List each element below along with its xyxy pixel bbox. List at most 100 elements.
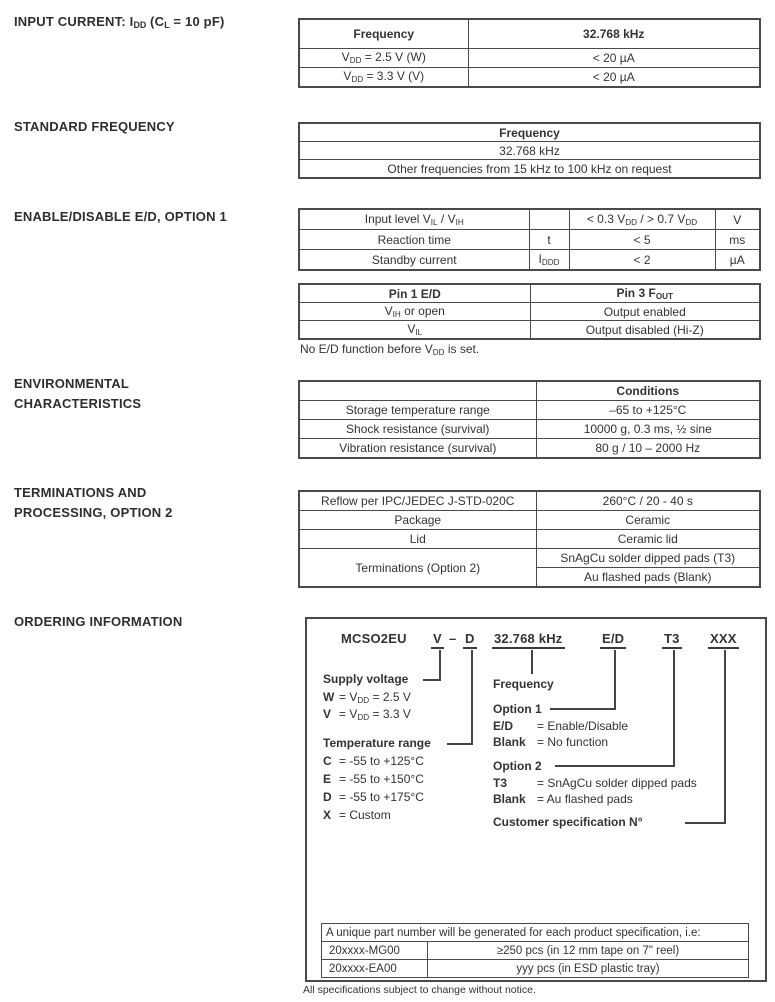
code-value: = VDD = 2.5 V <box>339 690 411 706</box>
code-key: E/D <box>493 719 514 733</box>
col-header-conditions: Conditions <box>535 380 761 401</box>
option1-item: E/D = Enable/Disable <box>493 719 628 733</box>
pin-condition: VIH or open <box>298 302 531 321</box>
code-key: T3 <box>493 776 508 790</box>
connector-line <box>531 650 533 674</box>
env-param: Storage temperature range <box>298 400 537 420</box>
code-value: = -55 to +150°C <box>339 772 424 786</box>
code-value: = Custom <box>339 808 391 822</box>
table-row: Storage temperature range –65 to +125°C <box>298 400 761 420</box>
col-header-pin1: Pin 1 E/D <box>298 283 531 303</box>
table-row: Other frequencies from 15 kHz to 100 kHz… <box>298 159 761 179</box>
section-heading-enable-disable: ENABLE/DISABLE E/D, OPTION 1 <box>14 209 227 224</box>
process-value: Ceramic <box>535 510 761 530</box>
code-value: = Enable/Disable <box>537 719 629 733</box>
table-row: Au flashed pads (Blank) <box>299 567 761 588</box>
table-row: VDD = 2.5 V (W) < 20 µA <box>298 48 761 68</box>
ordering-diagram-box: MCSO2EU V – D 32.768 kHz E/D T3 XXX Supp… <box>305 617 767 982</box>
pin-result: Output enabled <box>529 302 761 321</box>
code-key: C <box>323 754 332 768</box>
table-row: 32.768 kHz <box>298 141 761 160</box>
row-value: < 20 µA <box>467 48 761 68</box>
code-key: V <box>323 707 332 721</box>
option2-title: Option 2 <box>493 759 542 773</box>
part-number-custom-code: XXX <box>708 631 739 649</box>
part-quantity: ≥250 pcs (in 12 mm tape on 7" reel) <box>427 941 749 960</box>
param-label: Input level VIL / VIH <box>298 208 530 230</box>
page-footer-note: All specifications subject to change wit… <box>303 984 536 996</box>
section-heading-environmental-2: CHARACTERISTICS <box>14 396 142 411</box>
connector-line <box>555 765 675 767</box>
part-number-supply-code: V <box>431 631 444 649</box>
frequency-value: 32.768 kHz <box>298 141 761 160</box>
terminations-table: Reflow per IPC/JEDEC J-STD-020C 260°C / … <box>298 490 761 588</box>
param-label: Standby current <box>298 249 530 271</box>
col-header-frequency: Frequency <box>298 122 761 142</box>
part-table-header: A unique part number will be generated f… <box>321 923 749 942</box>
section-heading-ordering: ORDERING INFORMATION <box>14 614 183 629</box>
part-number-frequency: 32.768 kHz <box>492 631 565 649</box>
process-label: Reflow per IPC/JEDEC J-STD-020C <box>298 490 537 511</box>
table-row: A unique part number will be generated f… <box>321 923 749 942</box>
code-value: = -55 to +125°C <box>339 754 424 768</box>
col-header-pin3: Pin 3 FOUT <box>529 283 761 303</box>
connector-line <box>614 650 616 710</box>
param-unit: ms <box>714 229 761 250</box>
supply-voltage-title: Supply voltage <box>323 672 409 686</box>
process-label: Package <box>298 510 537 530</box>
code-key: D <box>323 790 332 804</box>
terminations-option: Au flashed pads (Blank) <box>535 567 761 588</box>
code-key: Blank <box>493 792 526 806</box>
table-row: Conditions <box>298 380 761 401</box>
env-param: Vibration resistance (survival) <box>298 438 537 459</box>
section-heading-standard-frequency: STANDARD FREQUENCY <box>14 119 175 134</box>
row-label: VDD = 3.3 V (V) <box>298 67 469 88</box>
supply-voltage-item: W = VDD = 2.5 V <box>323 690 411 705</box>
code-key: X <box>323 808 332 822</box>
code-value: = VDD = 3.3 V <box>339 707 411 723</box>
empty-cell <box>298 380 537 401</box>
col-header-frequency: Frequency <box>298 18 469 49</box>
table-row: 20xxxx-EA00 yyy pcs (in ESD plastic tray… <box>321 959 749 978</box>
connector-line <box>423 679 441 681</box>
param-unit: V <box>714 208 761 230</box>
connector-line <box>550 708 616 710</box>
table-row: VIL Output disabled (Hi-Z) <box>298 320 761 340</box>
table-row: Standby current IDDD < 2 µA <box>298 249 761 271</box>
part-number-example: 20xxxx-EA00 <box>321 959 428 978</box>
customer-spec-title: Customer specification N° <box>493 815 643 829</box>
env-value: 80 g / 10 – 2000 Hz <box>535 438 761 459</box>
connector-line <box>673 650 675 766</box>
pin-condition: VIL <box>298 320 531 340</box>
temperature-range-item: D = -55 to +175°C <box>323 790 424 804</box>
param-symbol <box>528 208 570 230</box>
table-row: Terminations (Option 2) SnAgCu solder di… <box>298 548 761 588</box>
table-row: VIH or open Output enabled <box>298 302 761 321</box>
option1-title: Option 1 <box>493 702 542 716</box>
connector-line <box>685 822 726 824</box>
temperature-range-title: Temperature range <box>323 736 431 750</box>
temperature-range-item: C = -55 to +125°C <box>323 754 424 768</box>
param-value: < 5 <box>568 229 716 250</box>
enable-disable-note: No E/D function before VDD is set. <box>300 342 480 358</box>
option2-item: T3 = SnAgCu solder dipped pads <box>493 776 697 790</box>
table-row: Package Ceramic <box>298 510 761 530</box>
table-row: Frequency 32.768 kHz <box>298 18 761 49</box>
other-frequencies-note: Other frequencies from 15 kHz to 100 kHz… <box>298 159 761 179</box>
temperature-range-item: X = Custom <box>323 808 391 822</box>
table-row: Vibration resistance (survival) 80 g / 1… <box>298 438 761 459</box>
section-heading-terminations-2: PROCESSING, OPTION 2 <box>14 505 173 520</box>
environmental-table: Conditions Storage temperature range –65… <box>298 380 761 459</box>
code-value: = SnAgCu solder dipped pads <box>537 776 697 790</box>
input-current-table: Frequency 32.768 kHz VDD = 2.5 V (W) < 2… <box>298 18 761 88</box>
table-row: Frequency <box>298 122 761 142</box>
terminations-option: SnAgCu solder dipped pads (T3) <box>535 548 761 568</box>
process-value: 260°C / 20 - 40 s <box>535 490 761 511</box>
part-number-dash: – <box>449 631 457 646</box>
table-row: Input level VIL / VIH < 0.3 VDD / > 0.7 … <box>298 208 761 230</box>
pin-function-table: Pin 1 E/D Pin 3 FOUT VIH or open Output … <box>298 283 761 340</box>
param-symbol: t <box>528 229 570 250</box>
param-unit: µA <box>714 249 761 271</box>
table-row: Shock resistance (survival) 10000 g, 0.3… <box>298 419 761 439</box>
